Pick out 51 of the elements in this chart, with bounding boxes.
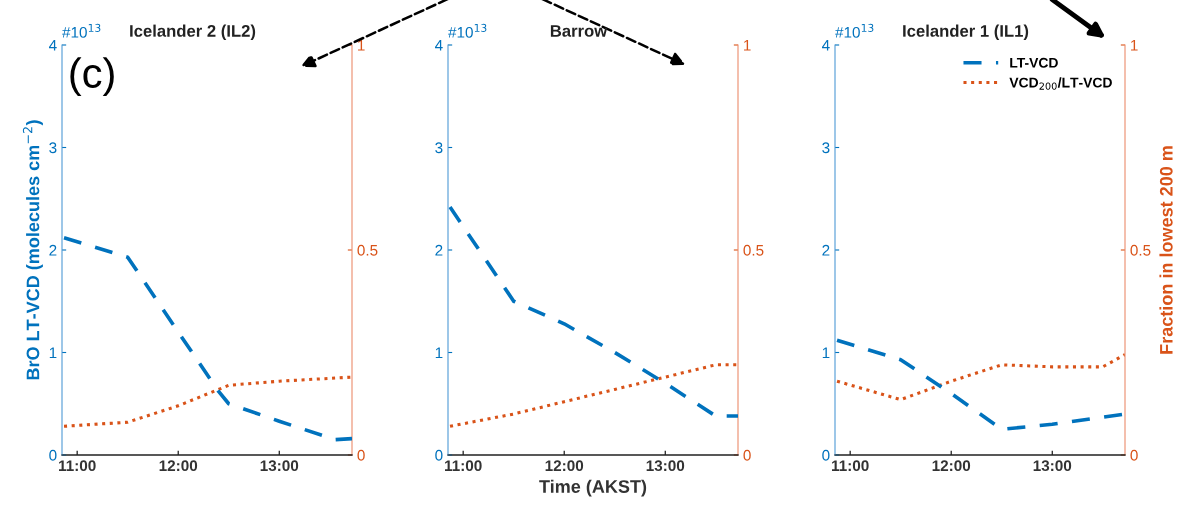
chart-title: Icelander 1 (IL1) <box>903 24 1029 41</box>
x-tick-label: 12:00 <box>545 460 584 472</box>
text: #10$^{13}$ <box>448 23 487 38</box>
y2-tick-label: 0.5 <box>743 244 764 256</box>
y-tick-label: 3 <box>822 142 830 154</box>
line-series <box>448 205 738 418</box>
y-tick-label: 2 <box>49 244 57 256</box>
x-tick-label: 12:00 <box>932 460 971 472</box>
text: #10$^{13}$ <box>62 23 101 38</box>
y-tick-label: 1 <box>435 347 443 359</box>
y2-tick-label: 1 <box>1131 40 1138 51</box>
chart-title: Icelander 2 (IL2) <box>130 24 256 41</box>
y-tick-label: 2 <box>822 244 830 256</box>
line-series <box>62 235 352 442</box>
x-tick-label: 13:00 <box>646 460 685 472</box>
x-axis-title: Time (AKST) <box>539 479 647 497</box>
chart-title: Barrow <box>550 25 608 37</box>
line-series <box>448 363 738 428</box>
x-tick-label: 11:00 <box>59 460 96 472</box>
y-tick-label: 3 <box>435 142 443 154</box>
line-series <box>62 375 352 428</box>
y2-tick-label: 0 <box>743 449 751 461</box>
x-tick-label: 11:00 <box>445 460 482 472</box>
y-tick-label: 4 <box>821 40 830 51</box>
y-tick-label: 0 <box>822 449 830 461</box>
text: #10$^{13}$ <box>835 23 874 38</box>
y-tick-label: 0 <box>49 449 57 461</box>
y2-tick-label: 1 <box>744 40 751 51</box>
y-tick-label: 1 <box>49 347 57 359</box>
y-axis-title: BrO LT-VCD (molecules cm$^{−2}$) <box>22 120 43 380</box>
y2-tick-label: 0 <box>357 449 365 461</box>
x-tick-label: 13:00 <box>260 460 299 472</box>
legend-label: LT-VCD <box>1010 57 1058 68</box>
legend-label: VCD$_{200}$/LT-VCD <box>1009 77 1112 90</box>
x-tick-label: 11:00 <box>832 460 869 472</box>
y2-tick-label: 1 <box>358 40 365 51</box>
y2-tick-label: 0.5 <box>1130 244 1151 256</box>
line-series <box>835 353 1125 402</box>
annotation: (c) <box>70 57 114 97</box>
y2-tick-label: 0.5 <box>357 244 378 256</box>
y-tick-label: 0 <box>435 449 443 461</box>
y-tick-label: 1 <box>822 347 830 359</box>
y-tick-label: 3 <box>49 142 57 154</box>
y-tick-label: 4 <box>434 40 443 51</box>
x-tick-label: 12:00 <box>159 460 198 472</box>
x-tick-label: 13:00 <box>1033 460 1072 472</box>
y-tick-label: 4 <box>48 40 57 51</box>
y2-tick-label: 0 <box>1130 449 1138 461</box>
y2-axis-title: Fraction in lowest 200 m <box>1159 146 1173 354</box>
line-series <box>835 338 1125 432</box>
y-tick-label: 2 <box>435 244 443 256</box>
